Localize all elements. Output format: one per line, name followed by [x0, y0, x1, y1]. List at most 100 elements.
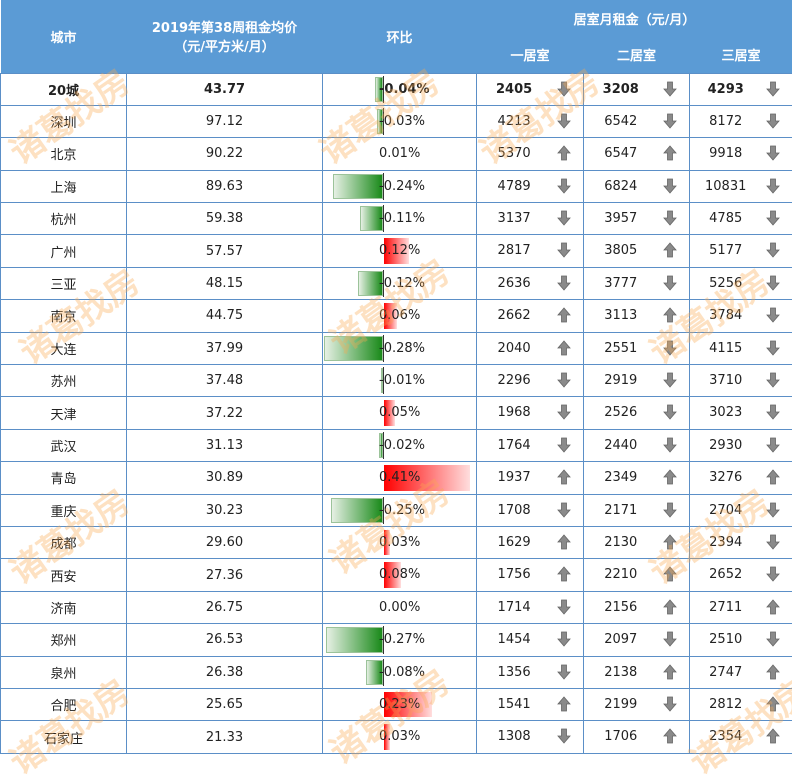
room2-rent: 2199 [584, 697, 658, 712]
arrow-down-icon [557, 242, 571, 258]
room2-rent-cell: 3113 [584, 300, 690, 332]
room1-rent: 1968 [477, 405, 551, 420]
room3-rent: 4115 [690, 341, 761, 356]
price-cell: 97.12 [127, 105, 323, 137]
header-price-line2: （元/平方米/月） [127, 36, 323, 55]
room2-rent-cell: 2130 [584, 526, 690, 558]
room2-rent: 6547 [584, 146, 658, 161]
header-room3: 三居室 [690, 37, 792, 73]
room1-rent: 2405 [477, 82, 551, 97]
room1-rent-cell: 3137 [477, 203, 584, 235]
room3-rent-cell: 2510 [690, 624, 792, 656]
change-cell: 0.41% [323, 462, 477, 494]
room2-rent: 3777 [584, 276, 658, 291]
room2-rent: 2919 [584, 373, 658, 388]
room2-rent: 2551 [584, 341, 658, 356]
room1-rent: 1708 [477, 503, 551, 518]
room3-rent-cell: 2812 [690, 688, 792, 720]
arrow-up-icon [766, 728, 780, 744]
room1-rent-cell: 1937 [477, 462, 584, 494]
arrow-up-icon [766, 696, 780, 712]
arrow-down-icon [557, 664, 571, 680]
price-cell: 90.22 [127, 138, 323, 170]
arrow-down-icon [557, 437, 571, 453]
room1-rent-cell: 1541 [477, 688, 584, 720]
arrow-down-icon [663, 502, 677, 518]
change-text: 0.03% [379, 535, 420, 550]
arrow-up-icon [663, 307, 677, 323]
room2-rent-cell: 2210 [584, 559, 690, 591]
room1-rent-cell: 1968 [477, 397, 584, 429]
change-text: -0.28% [379, 341, 425, 356]
room3-rent-cell: 2394 [690, 526, 792, 558]
room3-rent: 2652 [690, 567, 761, 582]
arrow-up-icon [557, 566, 571, 582]
change-text: -0.27% [379, 632, 425, 647]
price-cell: 37.48 [127, 365, 323, 397]
room1-rent-cell: 4789 [477, 170, 584, 202]
room1-rent-cell: 2662 [477, 300, 584, 332]
room3-rent: 2394 [690, 535, 761, 550]
arrow-down-icon [557, 210, 571, 226]
room3-rent: 3784 [690, 308, 761, 323]
arrow-up-icon [663, 534, 677, 550]
arrow-down-icon [766, 534, 780, 550]
header-city: 城市 [1, 0, 127, 73]
room2-rent-cell: 2526 [584, 397, 690, 429]
room3-rent: 2510 [690, 632, 761, 647]
room3-rent: 8172 [690, 114, 761, 129]
price-cell: 27.36 [127, 559, 323, 591]
city-cell: 南京 [1, 300, 127, 332]
price-cell: 21.33 [127, 721, 323, 753]
room1-rent: 1308 [477, 729, 551, 744]
city-cell: 郑州 [1, 624, 127, 656]
arrow-down-icon [557, 502, 571, 518]
price-cell: 25.65 [127, 688, 323, 720]
room1-rent: 2040 [477, 341, 551, 356]
arrow-down-icon [663, 210, 677, 226]
change-cell: -0.04% [323, 73, 477, 105]
price-cell: 89.63 [127, 170, 323, 202]
arrow-down-icon [766, 631, 780, 647]
change-text: 0.23% [379, 697, 420, 712]
room1-rent-cell: 1756 [477, 559, 584, 591]
arrow-down-icon [663, 275, 677, 291]
change-cell: 0.06% [323, 300, 477, 332]
room2-rent: 2526 [584, 405, 658, 420]
change-cell: 0.01% [323, 138, 477, 170]
room3-rent-cell: 5256 [690, 267, 792, 299]
arrow-down-icon [557, 275, 571, 291]
change-text: 0.12% [379, 243, 420, 258]
change-cell: -0.12% [323, 267, 477, 299]
room1-rent: 1629 [477, 535, 551, 550]
price-cell: 37.22 [127, 397, 323, 429]
city-cell: 济南 [1, 591, 127, 623]
room1-rent: 1714 [477, 600, 551, 615]
room3-rent: 2747 [690, 665, 761, 680]
change-text: -0.02% [379, 438, 425, 453]
change-cell: -0.25% [323, 494, 477, 526]
city-cell: 合肥 [1, 688, 127, 720]
room3-rent-cell: 5177 [690, 235, 792, 267]
change-cell: -0.03% [323, 105, 477, 137]
price-cell: 44.75 [127, 300, 323, 332]
arrow-down-icon [766, 113, 780, 129]
arrow-down-icon [557, 599, 571, 615]
city-cell: 大连 [1, 332, 127, 364]
change-cell: 0.23% [323, 688, 477, 720]
arrow-down-icon [557, 372, 571, 388]
arrow-down-icon [766, 307, 780, 323]
room1-rent: 2817 [477, 243, 551, 258]
price-cell: 26.75 [127, 591, 323, 623]
room2-rent-cell: 2551 [584, 332, 690, 364]
change-cell: 0.12% [323, 235, 477, 267]
room1-rent: 4213 [477, 114, 551, 129]
arrow-down-icon [766, 242, 780, 258]
room3-rent: 4293 [690, 82, 761, 97]
